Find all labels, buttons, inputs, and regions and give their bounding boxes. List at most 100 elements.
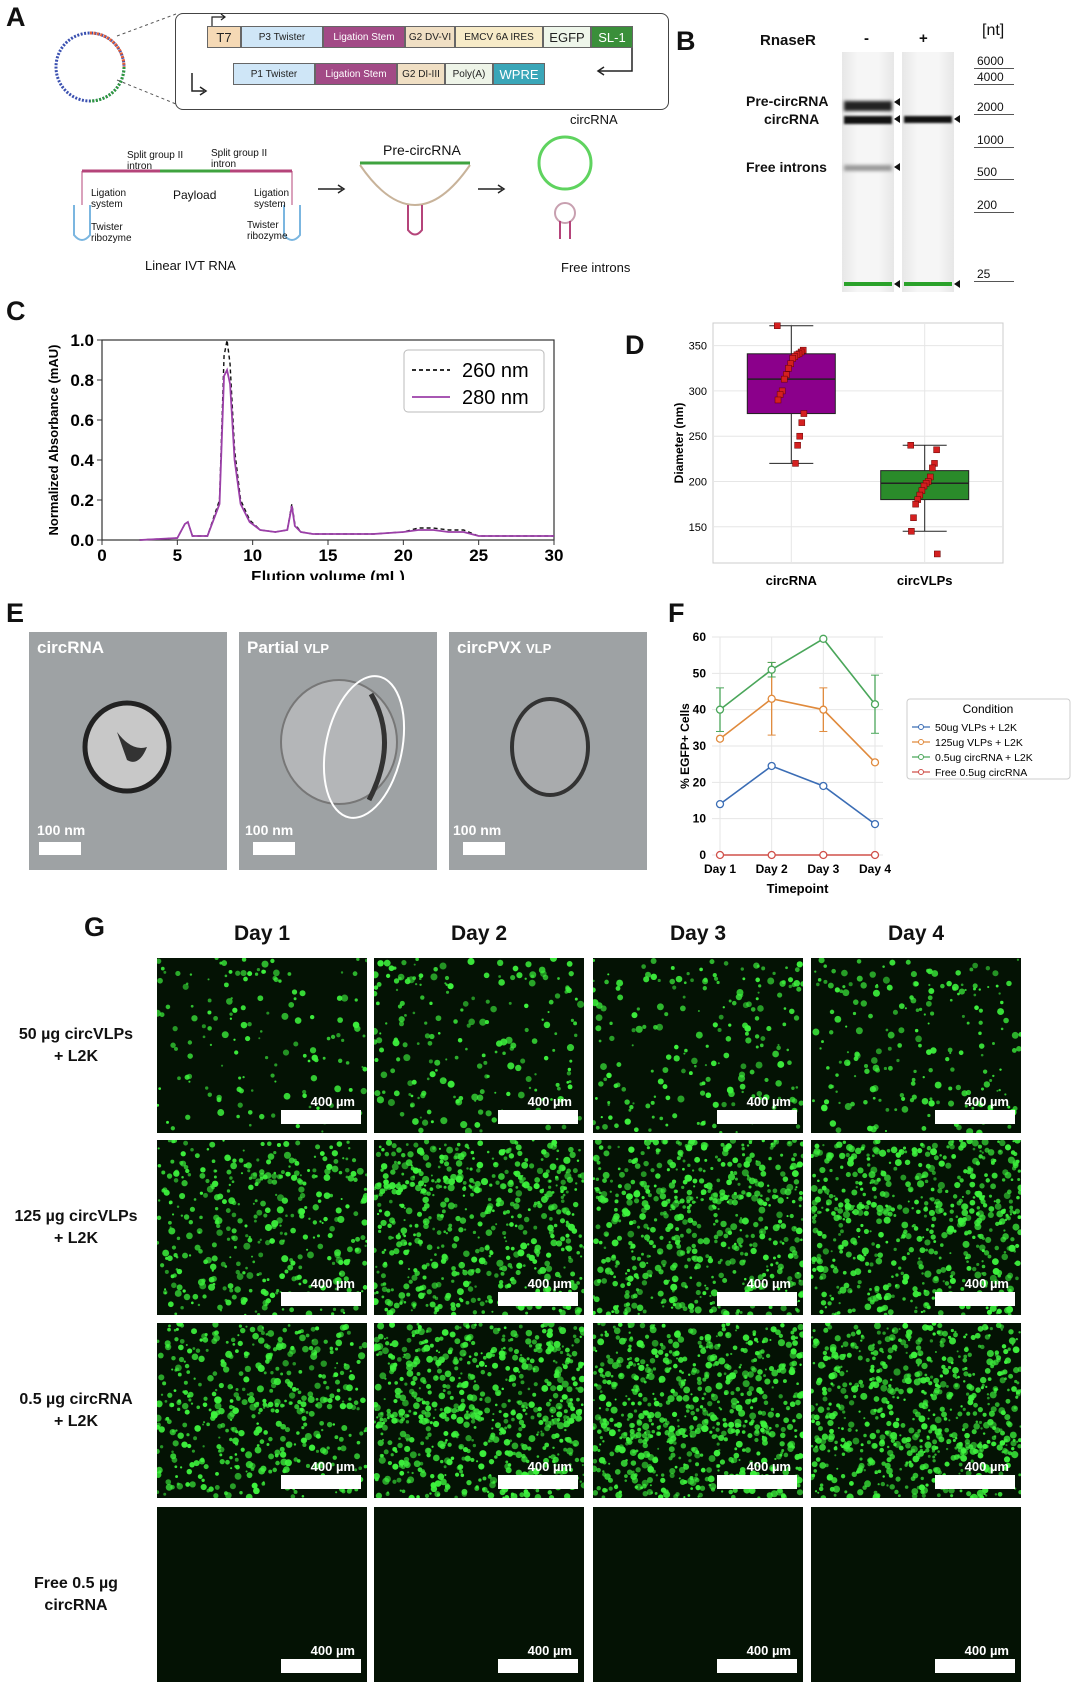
cell-dot <box>545 1124 551 1131</box>
cell-dot <box>791 1170 799 1178</box>
cell-dot <box>392 1479 397 1484</box>
cell-dot <box>769 1338 772 1341</box>
cell-dot <box>636 1007 640 1011</box>
cell-dot <box>676 1395 683 1402</box>
cell-dot <box>443 1161 450 1167</box>
cell-dot <box>972 1235 976 1240</box>
cell-dot <box>298 1265 303 1270</box>
fluorescence-image: 400 µm <box>811 1140 1021 1315</box>
cell-dot <box>745 1341 749 1345</box>
cell-dot <box>356 1167 364 1175</box>
cell-dot <box>556 1411 563 1418</box>
cell-dot <box>389 1199 393 1204</box>
cell-dot <box>674 1195 678 1200</box>
cell-dot <box>603 1246 607 1250</box>
cell-dot <box>610 1374 614 1378</box>
cell-dot <box>551 1418 554 1422</box>
cell-dot <box>879 1307 884 1312</box>
cell-dot <box>504 1495 510 1498</box>
cell-dot <box>541 1018 544 1021</box>
cell-dot <box>310 1326 316 1332</box>
cell-dot <box>557 1095 564 1103</box>
cell-dot <box>617 1356 624 1364</box>
cell-dot <box>546 1331 553 1339</box>
cell-dot <box>554 1271 561 1278</box>
cell-dot <box>798 1196 803 1202</box>
cell-dot <box>293 1457 298 1462</box>
cell-dot <box>353 1400 359 1406</box>
cell-dot <box>949 1051 952 1055</box>
cell-dot <box>823 964 827 968</box>
cell-dot <box>559 1399 564 1403</box>
cell-dot <box>568 1417 575 1424</box>
cell-dot <box>198 1355 205 1363</box>
cell-dot <box>353 1177 358 1182</box>
gel-lane-plus <box>902 52 954 292</box>
cell-dot <box>823 979 828 984</box>
cell-dot <box>716 1400 720 1404</box>
cell-dot <box>157 1400 163 1408</box>
cell-dot <box>450 1302 456 1308</box>
cell-dot <box>568 970 574 977</box>
cell-dot <box>972 1157 979 1165</box>
cell-dot <box>735 1404 743 1412</box>
cell-dot <box>274 1453 279 1458</box>
cell-dot <box>749 1412 757 1420</box>
cell-dot <box>723 1390 729 1396</box>
cell-dot <box>800 981 803 987</box>
cell-dot <box>304 1432 312 1441</box>
cell-dot <box>416 1495 420 1498</box>
cell-dot <box>640 1359 646 1365</box>
cell-dot <box>504 1426 508 1430</box>
cell-dot <box>456 1409 460 1413</box>
cell-dot <box>627 1347 632 1353</box>
cell-dot <box>933 1155 939 1161</box>
cell-dot <box>742 1282 745 1286</box>
cell-dot <box>158 1470 162 1474</box>
cell-dot <box>636 1340 644 1348</box>
cell-dot <box>612 1325 616 1329</box>
cell-dot <box>632 1102 635 1105</box>
cell-dot <box>546 1341 551 1347</box>
cell-dot <box>571 1350 578 1357</box>
cell-dot <box>990 1160 995 1165</box>
cell-dot <box>301 1426 305 1430</box>
cell-dot <box>174 1337 179 1342</box>
cell-dot <box>440 1478 447 1486</box>
cell-dot <box>505 1245 510 1251</box>
cell-dot <box>758 1096 762 1101</box>
cell-dot <box>397 1161 401 1165</box>
cell-dot <box>253 1487 260 1495</box>
cell-dot <box>775 1164 781 1171</box>
cell-dot <box>692 1416 698 1421</box>
cell-dot <box>799 1141 803 1147</box>
cell-dot <box>637 1362 640 1366</box>
cell-dot <box>375 1492 383 1498</box>
cell-dot <box>710 1414 718 1422</box>
cell-dot <box>365 1173 367 1177</box>
cell-dot <box>726 1200 730 1204</box>
cell-dot <box>698 1344 703 1349</box>
cell-dot <box>947 1100 955 1107</box>
cell-dot <box>291 1387 297 1392</box>
cell-dot <box>298 1282 302 1286</box>
cell-dot <box>644 1334 650 1339</box>
cell-dot <box>735 1213 739 1217</box>
cell-dot <box>361 1219 367 1226</box>
cell-dot <box>607 1101 611 1105</box>
cell-dot <box>183 1214 190 1220</box>
cell-dot <box>279 1174 284 1179</box>
cell-dot <box>439 1077 447 1085</box>
cell-dot <box>157 1490 160 1495</box>
cell-dot <box>397 1442 403 1449</box>
cell-dot <box>293 1170 300 1176</box>
cell-dot <box>315 1326 320 1331</box>
cell-dot <box>422 1196 429 1204</box>
cell-dot <box>752 1397 758 1403</box>
cell-dot <box>506 1091 511 1097</box>
cell-dot <box>613 1083 619 1089</box>
cell-dot <box>653 1196 659 1202</box>
cell-dot <box>882 976 890 984</box>
cell-dot <box>377 1333 384 1340</box>
cell-dot <box>257 1240 261 1244</box>
